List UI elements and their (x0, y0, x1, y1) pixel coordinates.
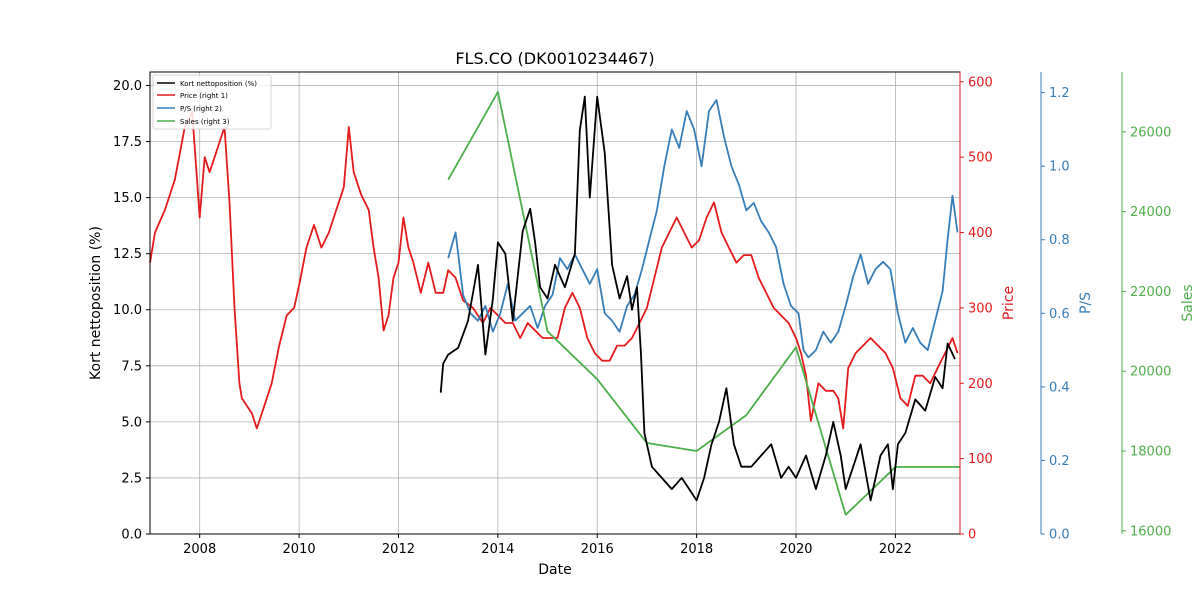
left-tick-label: 5.0 (121, 415, 142, 430)
sales-axis-tick-label: 24000 (1130, 205, 1171, 220)
right-axis-ps: 0.0 0.2 0.4 0.6 0.8 1.0 1.2 (1040, 72, 1070, 543)
ps-axis-tick-label: 0.6 (1049, 307, 1070, 322)
ps-axis-title: P/S (1078, 292, 1094, 314)
ps-axis-tick-label: 1.0 (1049, 160, 1070, 175)
price-axis-tick-label: 200 (968, 377, 993, 392)
legend-label-price: Price (right 1) (180, 92, 228, 100)
x-tick-label: 2020 (779, 542, 812, 557)
x-tick-label: 2012 (382, 542, 415, 557)
price-axis-tick-label: 600 (968, 75, 993, 90)
series-layer (149, 91, 960, 516)
x-tick-label: 2016 (581, 542, 614, 557)
price-axis-tick-label: 300 (968, 301, 993, 316)
legend-label-sales: Sales (right 3) (180, 118, 230, 126)
sales-axis-tick-label: 16000 (1130, 524, 1171, 539)
right-axis-sales: 16000 18000 20000 22000 24000 26000 (1121, 72, 1171, 539)
x-axis: 2008 2010 2012 2014 2016 2018 2020 2022 (183, 534, 912, 557)
series-line-sales (447, 91, 960, 516)
left-axis: 0.0 2.5 5.0 7.5 10.0 12.5 15.0 17.5 20.0 (113, 79, 150, 543)
left-tick-label: 17.5 (113, 135, 142, 150)
left-tick-label: 15.0 (113, 191, 142, 206)
sales-axis-title: Sales (1180, 284, 1196, 321)
ps-axis-tick-label: 0.2 (1049, 454, 1070, 469)
price-axis-tick-label: 0 (968, 528, 976, 543)
left-tick-label: 0.0 (121, 528, 142, 543)
chart-title: FLS.CO (DK0010234467) (455, 49, 654, 68)
legend-box (152, 74, 272, 130)
ps-axis-tick-label: 0.8 (1049, 233, 1070, 248)
left-tick-label: 7.5 (121, 359, 142, 374)
sales-axis-tick-label: 22000 (1130, 285, 1171, 300)
legend-label-ps: P/S (right 2) (180, 105, 222, 113)
legend-label-short: Kort nettoposition (%) (180, 80, 257, 88)
price-axis-tick-label: 400 (968, 226, 993, 241)
legend: Kort nettoposition (%) Price (right 1) P… (152, 74, 272, 130)
ps-axis-tick-label: 1.2 (1049, 86, 1070, 101)
price-axis-title: Price (1001, 286, 1017, 320)
left-tick-label: 10.0 (113, 303, 142, 318)
left-axis-title: Kort nettoposition (%) (88, 226, 104, 380)
series-line-short (439, 95, 956, 502)
ps-axis-tick-label: 0.4 (1049, 380, 1070, 395)
left-tick-label: 2.5 (121, 471, 142, 486)
x-tick-label: 2014 (481, 542, 514, 557)
series-line-ps (447, 99, 959, 359)
right-axis-price: 0 100 200 300 400 500 600 (959, 72, 993, 543)
ps-axis-tick-label: 0.0 (1049, 528, 1070, 543)
price-axis-tick-label: 100 (968, 452, 993, 467)
x-tick-label: 2008 (183, 542, 216, 557)
x-tick-label: 2022 (879, 542, 912, 557)
left-tick-label: 12.5 (113, 247, 142, 262)
sales-axis-tick-label: 26000 (1130, 125, 1171, 140)
sales-axis-tick-label: 20000 (1130, 365, 1171, 380)
x-axis-title: Date (538, 562, 571, 578)
x-tick-label: 2010 (283, 542, 316, 557)
x-tick-label: 2018 (680, 542, 713, 557)
sales-axis-tick-label: 18000 (1130, 445, 1171, 460)
left-tick-label: 20.0 (113, 79, 142, 94)
price-axis-tick-label: 500 (968, 151, 993, 166)
series-line-price (149, 111, 959, 430)
